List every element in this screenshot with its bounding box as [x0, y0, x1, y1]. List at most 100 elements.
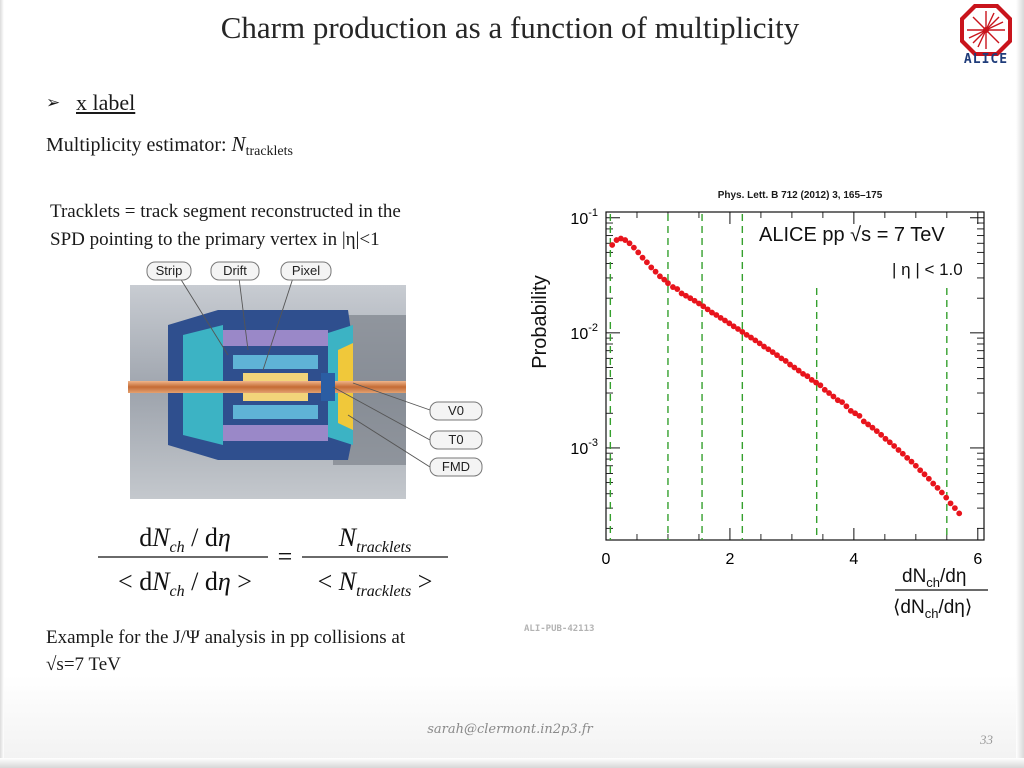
data-point	[856, 412, 863, 419]
data-point	[865, 421, 872, 428]
data-point	[804, 373, 811, 380]
data-point	[739, 328, 746, 335]
x-tick-label: 4	[849, 551, 858, 568]
data-point	[878, 431, 885, 438]
data-point	[908, 458, 915, 465]
tracklets-definition-line2: SPD pointing to the primary vertex in |η…	[50, 229, 380, 250]
data-point	[774, 352, 780, 359]
x-tick-label: 0	[602, 551, 611, 568]
bullet-label: x label	[76, 90, 136, 115]
chart-ylabel: Probability	[529, 275, 551, 368]
data-point	[956, 510, 963, 517]
data-point	[839, 399, 845, 406]
data-point	[938, 489, 945, 496]
y-tick-label: 10-3	[570, 437, 598, 458]
data-point	[813, 379, 819, 386]
example-caption: Example for the J/Ψ analysis in pp colli…	[46, 624, 516, 678]
data-point	[917, 467, 924, 474]
data-point	[787, 361, 793, 368]
bullet-item: ➢ x label	[46, 88, 135, 118]
tracklets-definition-line1: Tracklets = track segment reconstructed …	[50, 201, 401, 222]
data-point	[899, 450, 906, 457]
data-point	[609, 242, 616, 248]
footer-email: sarah@clermont.in2p3.fr	[427, 722, 593, 737]
data-point	[730, 323, 737, 330]
data-point	[843, 403, 850, 410]
data-point	[687, 295, 694, 302]
bullet-arrow-icon: ➢	[46, 93, 61, 113]
data-point	[934, 484, 941, 491]
label-fmd: FMD	[442, 459, 470, 474]
data-point	[869, 424, 876, 431]
chart-reference: Phys. Lett. B 712 (2012) 3, 165–175	[717, 190, 883, 201]
logo-text: ALICE	[963, 52, 1009, 67]
data-point	[717, 314, 724, 321]
label-t0: T0	[448, 432, 463, 447]
data-point	[630, 244, 637, 251]
data-point	[743, 331, 750, 338]
data-point	[756, 340, 763, 347]
data-point	[709, 309, 715, 316]
x-tick-label: 2	[725, 551, 734, 568]
data-point	[912, 462, 919, 469]
example-line1: Example for the J/Ψ analysis in pp colli…	[46, 627, 406, 648]
y-tick-label: 10-2	[570, 322, 598, 343]
multiplicity-estimator: Multiplicity estimator: Ntracklets	[46, 130, 293, 166]
data-point	[713, 312, 720, 318]
data-point	[791, 364, 798, 371]
data-point	[648, 264, 655, 271]
formula-den-right: < Ntracklets >	[318, 567, 433, 600]
data-point	[622, 237, 629, 243]
data-point	[769, 349, 776, 356]
data-point	[700, 303, 707, 310]
data-point	[722, 317, 728, 324]
data-point	[726, 320, 733, 327]
data-point	[678, 290, 685, 297]
normalization-formula: dNch / dη < dNch / dη > = Ntracklets < N…	[98, 523, 448, 600]
data-point	[830, 393, 837, 400]
data-point	[782, 358, 789, 364]
formula-num-right: Ntracklets	[338, 523, 411, 556]
data-point	[691, 297, 698, 304]
frame-edge-bottom	[0, 758, 1024, 768]
data-point	[826, 390, 832, 396]
data-point	[821, 386, 828, 393]
data-point	[683, 292, 689, 299]
chart-xlabel-numerator: dNch/dη	[902, 566, 966, 590]
detector-diagram: Strip Drift Pixel V0 T0 FMD	[128, 261, 483, 499]
data-point	[761, 343, 767, 350]
data-point	[886, 439, 893, 446]
data-point	[670, 284, 676, 290]
data-point	[847, 407, 854, 414]
data-point	[696, 300, 702, 307]
data-point	[748, 334, 754, 341]
data-point	[635, 249, 642, 256]
chart-annotation: | η | < 1.0	[892, 260, 963, 279]
data-point	[665, 280, 671, 287]
data-point	[643, 259, 650, 266]
label-pixel: Pixel	[292, 263, 320, 278]
data-point	[704, 306, 711, 313]
beam-pipe	[128, 381, 406, 393]
chart-frame	[605, 211, 985, 541]
data-point	[817, 382, 824, 389]
chart-title: ALICE pp √s = 7 TeV	[759, 224, 945, 246]
data-point	[895, 447, 902, 453]
data-point	[860, 418, 867, 425]
page-number: 33	[980, 732, 993, 747]
frame-edge-left	[0, 0, 4, 768]
data-point	[765, 346, 772, 353]
data-point	[873, 428, 880, 435]
slide-title: Charm production as a function of multip…	[220, 10, 800, 45]
frame-edge-right	[1016, 0, 1024, 768]
data-point	[951, 505, 958, 512]
label-drift: Drift	[223, 263, 247, 278]
data-point	[808, 377, 815, 383]
data-point	[925, 475, 932, 482]
y-tick-label: 10-1	[570, 207, 598, 228]
data-point	[778, 355, 785, 362]
data-point	[661, 276, 668, 283]
probability-chart: 0 2 4 6 10-1 10-2 10-3 ALICE pp √s = 7 TeV | η…	[529, 207, 988, 621]
tracklets-definition: Tracklets = track segment reconstructed …	[50, 198, 510, 254]
x-tick-label: 6	[973, 551, 982, 568]
